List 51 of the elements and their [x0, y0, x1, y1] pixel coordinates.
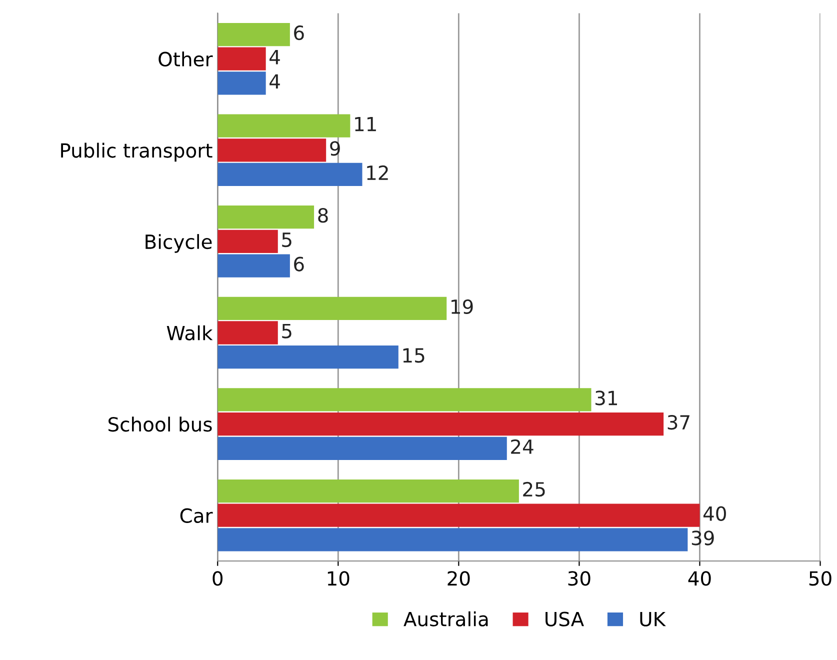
data-label: 5	[282, 232, 292, 248]
data-label: 9	[330, 141, 340, 156]
bar	[218, 138, 326, 162]
data-label: 6	[294, 256, 304, 272]
data-label: 39	[692, 530, 714, 546]
bar	[218, 162, 362, 186]
bar	[218, 206, 314, 229]
bar	[218, 72, 266, 95]
bar	[218, 479, 519, 503]
bar	[218, 346, 398, 369]
x-tick-label: 10	[328, 571, 350, 586]
bar	[218, 47, 266, 70]
x-tick-label: 40	[688, 571, 711, 586]
y-tick-label: Bicycle	[146, 234, 212, 253]
data-label: 37	[668, 414, 690, 430]
data-label: 4	[270, 50, 280, 64]
y-tick-label: School bus	[108, 416, 212, 432]
bar	[218, 504, 700, 527]
data-label: 24	[511, 439, 534, 454]
bar	[218, 254, 290, 278]
y-tick-label: Car	[180, 508, 213, 524]
data-label: 6	[294, 25, 304, 40]
data-label: 25	[523, 482, 545, 497]
bar	[218, 528, 688, 552]
y-tick-label: Other	[158, 51, 213, 67]
data-label: 4	[270, 74, 280, 89]
bar	[218, 321, 278, 344]
data-label: 8	[318, 208, 328, 223]
x-tick-label: 0	[212, 571, 223, 586]
data-label: 19	[452, 299, 473, 314]
bar	[218, 296, 447, 320]
legend-label: Australia	[404, 611, 488, 626]
y-tick-label: Walk	[166, 325, 213, 340]
data-label: 31	[596, 390, 617, 406]
data-label: 15	[403, 348, 424, 363]
bar	[218, 22, 290, 46]
y-tick-label: Public transport	[61, 142, 212, 162]
bar	[218, 388, 592, 412]
x-tick-label: 50	[809, 571, 832, 586]
data-label: 12	[367, 165, 388, 180]
data-label: 40	[703, 506, 726, 521]
x-tick-label: 20	[448, 571, 470, 586]
legend-label: USA	[546, 612, 584, 626]
bar	[218, 412, 664, 436]
legend-label: UK	[640, 612, 666, 626]
data-label: 11	[355, 116, 376, 132]
data-label: 5	[282, 324, 292, 338]
bar	[218, 114, 350, 138]
bar	[218, 230, 278, 254]
x-tick-label: 30	[568, 571, 590, 586]
bar	[218, 436, 507, 460]
